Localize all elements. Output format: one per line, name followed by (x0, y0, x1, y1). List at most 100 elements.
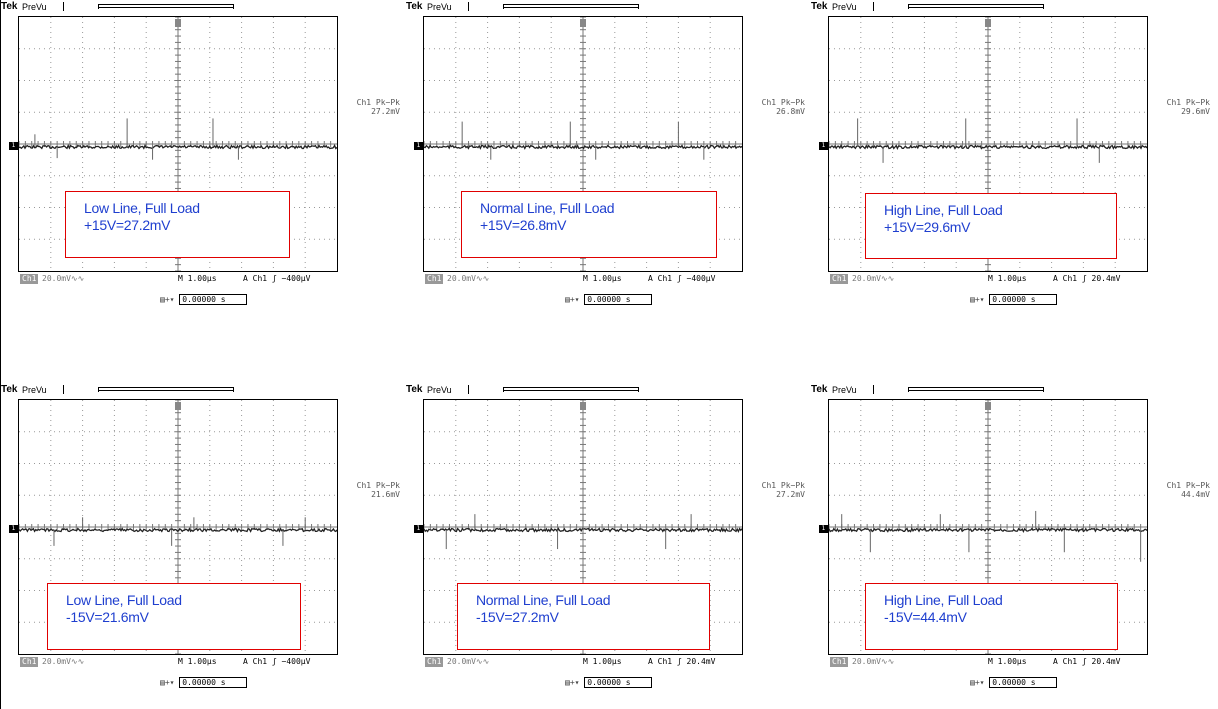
annotation-condition: Low Line, Full Load (66, 592, 182, 608)
measurement-title: Ch1 Pk−Pk (356, 481, 400, 490)
position-icon: ▤+▾ (565, 678, 585, 687)
vertical-scale: 20.0mV∿∿ (42, 657, 85, 666)
trigger-readout: A Ch1 ʃ 20.4mV (1053, 274, 1121, 283)
annotation-result: -15V=44.4mV (884, 609, 967, 625)
status-bar: Ch1 20.0mV∿∿ M 1.00µs A Ch1 ʃ 20.4mV (828, 657, 1150, 668)
channel1-ground-marker: 1 (819, 142, 828, 150)
position-value: 0.00000 s (584, 677, 652, 688)
header-separator (468, 2, 469, 11)
trigger-position-marker (175, 402, 181, 410)
brand-label: Tek (811, 1, 828, 12)
acquisition-mode: PreVu (427, 385, 452, 395)
acquisition-mode: PreVu (832, 2, 857, 12)
oscilloscope-panel: Tek PreVu 1 Ch1 Pk−Pk 21.6mV Ch1 20.0mV∿… (0, 383, 400, 703)
annotation-condition: Low Line, Full Load (84, 200, 200, 216)
position-icon: ▤+▾ (970, 678, 990, 687)
annotation-box: Low Line, Full Load +15V=27.2mV (65, 191, 290, 258)
record-length-bar (98, 4, 234, 9)
annotation-result: +15V=26.8mV (480, 217, 567, 233)
position-icon: ▤+▾ (160, 295, 180, 304)
record-length-bar (503, 387, 639, 392)
acquisition-mode: PreVu (22, 2, 47, 12)
trigger-position-marker (985, 19, 991, 27)
acquisition-mode: PreVu (832, 385, 857, 395)
header-separator (873, 385, 874, 394)
channel-badge: Ch1 (20, 657, 39, 667)
annotation-box: High Line, Full Load +15V=29.6mV (865, 193, 1117, 259)
graticule-svg (19, 17, 337, 271)
annotation-box: Normal Line, Full Load -15V=27.2mV (457, 583, 710, 650)
brand-label: Tek (406, 1, 423, 12)
channel-badge: Ch1 (425, 657, 444, 667)
vertical-scale: 20.0mV∿∿ (852, 657, 895, 666)
graticule (18, 16, 338, 272)
position-value: 0.00000 s (584, 294, 652, 305)
scope-header: Tek PreVu (810, 0, 1150, 16)
measurement-title: Ch1 Pk−Pk (1166, 98, 1210, 107)
horizontal-position: ▤+▾ 0.00000 s (970, 677, 1057, 688)
status-bar: Ch1 20.0mV∿∿ M 1.00µs A Ch1 ʃ 20.4mV (828, 274, 1150, 285)
measurement-title: Ch1 Pk−Pk (356, 98, 400, 107)
scope-header: Tek PreVu (0, 0, 340, 16)
scope-header: Tek PreVu (0, 383, 340, 399)
channel1-ground-marker: 1 (9, 142, 18, 150)
header-separator (63, 385, 64, 394)
horizontal-position: ▤+▾ 0.00000 s (565, 677, 652, 688)
brand-label: Tek (811, 384, 828, 395)
measurement-value: 27.2mV (371, 107, 400, 116)
status-bar: Ch1 20.0mV∿∿ M 1.00µs A Ch1 ʃ −400µV (423, 274, 745, 285)
trigger-position-marker (580, 402, 586, 410)
record-length-bar (503, 4, 639, 9)
annotation-box: Normal Line, Full Load +15V=26.8mV (461, 191, 717, 258)
trigger-readout: A Ch1 ʃ 20.4mV (1053, 657, 1121, 666)
brand-label: Tek (1, 1, 18, 12)
position-value: 0.00000 s (179, 677, 247, 688)
measurement-value: 44.4mV (1181, 490, 1210, 499)
timebase-readout: M 1.00µs (988, 274, 1027, 283)
status-bar: Ch1 20.0mV∿∿ M 1.00µs A Ch1 ʃ −400µV (18, 657, 340, 668)
trigger-readout: A Ch1 ʃ −400µV (648, 274, 716, 283)
measurement-title: Ch1 Pk−Pk (761, 98, 805, 107)
status-bar: Ch1 20.0mV∿∿ M 1.00µs A Ch1 ʃ 20.4mV (423, 657, 745, 668)
annotation-result: -15V=27.2mV (476, 609, 559, 625)
timebase-readout: M 1.00µs (178, 274, 217, 283)
scope-header: Tek PreVu (405, 383, 745, 399)
measurement-value: 26.8mV (776, 107, 805, 116)
vertical-scale: 20.0mV∿∿ (42, 274, 85, 283)
annotation-condition: Normal Line, Full Load (480, 200, 615, 216)
channel1-ground-marker: 1 (414, 525, 423, 533)
trigger-position-marker (580, 19, 586, 27)
annotation-box: High Line, Full Load -15V=44.4mV (865, 583, 1118, 650)
horizontal-position: ▤+▾ 0.00000 s (970, 294, 1057, 305)
vertical-scale: 20.0mV∿∿ (852, 274, 895, 283)
measurement-title: Ch1 Pk−Pk (1166, 481, 1210, 490)
channel-badge: Ch1 (425, 274, 444, 284)
ripple-waveform (19, 143, 337, 150)
position-icon: ▤+▾ (565, 295, 585, 304)
trigger-position-marker (985, 402, 991, 410)
channel-badge: Ch1 (830, 657, 849, 667)
ripple-waveform (829, 527, 1147, 534)
timebase-readout: M 1.00µs (988, 657, 1027, 666)
position-value: 0.00000 s (989, 677, 1057, 688)
header-separator (468, 385, 469, 394)
vertical-scale: 20.0mV∿∿ (447, 657, 490, 666)
header-separator (873, 2, 874, 11)
measurement-title: Ch1 Pk−Pk (761, 481, 805, 490)
oscilloscope-panel: Tek PreVu 1 Ch1 Pk−Pk 27.2mV Ch1 20.0mV∿… (0, 0, 400, 320)
acquisition-mode: PreVu (427, 2, 452, 12)
header-separator (63, 2, 64, 11)
acquisition-mode: PreVu (22, 385, 47, 395)
annotation-result: +15V=29.6mV (884, 219, 971, 235)
channel1-ground-marker: 1 (9, 525, 18, 533)
measurement-value: 21.6mV (371, 490, 400, 499)
scope-header: Tek PreVu (810, 383, 1150, 399)
oscilloscope-panel: Tek PreVu 1 Ch1 Pk−Pk 27.2mV Ch1 20.0mV∿… (405, 383, 805, 703)
annotation-result: +15V=27.2mV (84, 217, 171, 233)
status-bar: Ch1 20.0mV∿∿ M 1.00µs A Ch1 ʃ −400µV (18, 274, 340, 285)
page-left-rule (0, 0, 1, 709)
oscilloscope-panel: Tek PreVu 1 Ch1 Pk−Pk 26.8mV Ch1 20.0mV∿… (405, 0, 805, 320)
scope-header: Tek PreVu (405, 0, 745, 16)
timebase-readout: M 1.00µs (178, 657, 217, 666)
vertical-scale: 20.0mV∿∿ (447, 274, 490, 283)
